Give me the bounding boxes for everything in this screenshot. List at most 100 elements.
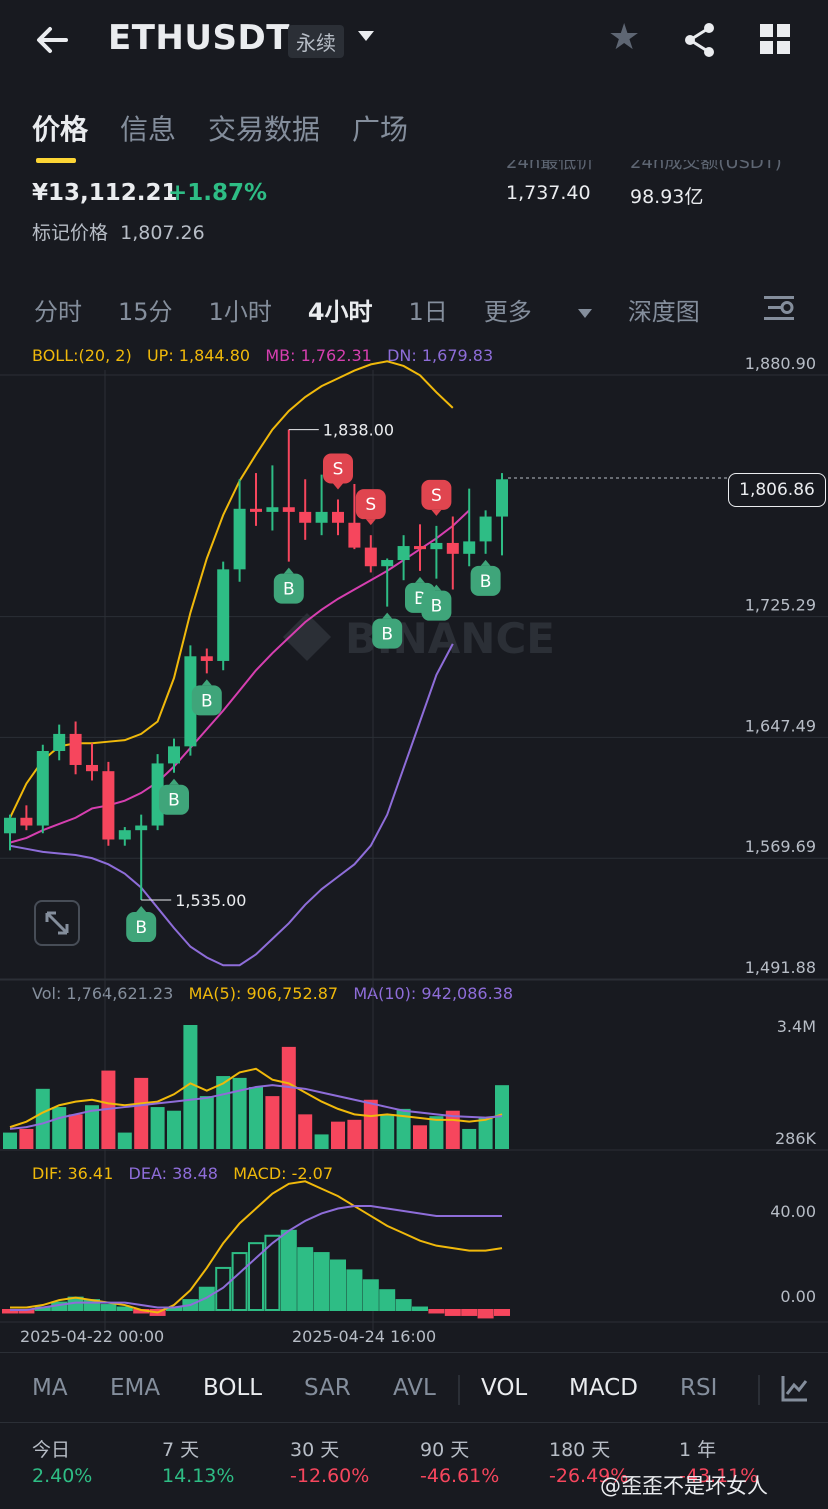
macd-hist-bar [297,1247,314,1311]
stat-low-label: 24h最低价 [506,160,595,173]
stat-low-value: 1,737.40 [506,182,591,204]
favorite-star-icon[interactable]: ★ [608,17,641,58]
signal-label: B [480,572,492,592]
candle-body [217,569,230,661]
candle-body [381,560,394,567]
perf-value-today: 2.40% [32,1465,93,1487]
signal-pointer [431,509,442,516]
signal-pointer [333,483,343,490]
signal-pointer [201,679,212,686]
symbol-dropdown-icon[interactable] [358,31,374,41]
candle-body [250,508,262,512]
indicator-boll[interactable]: BOLL [203,1375,263,1401]
interval-selector: 分时 15分 1小时 4小时 1日 更多 深度图 [34,292,736,327]
interval-4h[interactable]: 4小时 [307,298,373,326]
depth-chart-tab[interactable]: 深度图 [627,298,700,326]
interval-15m[interactable]: 15分 [118,298,173,326]
macd-hist-bar [116,1306,133,1312]
mark-price: 标记价格 1,807.26 [32,218,205,245]
volume-bar [167,1110,181,1149]
vol-ma10-line [9,1084,503,1130]
candle-body [118,830,131,840]
candle-body [463,541,476,554]
perf-label-30d: 30 天 [290,1439,340,1461]
macd-legend: DIF: 36.41 DEA: 38.48 MACD: -2.07 [32,1164,333,1183]
candle-body [299,511,312,523]
indicator-macd[interactable]: MACD [569,1375,638,1401]
vol-axis-label: 286K [775,1129,817,1148]
interval-more-label: 更多 [483,298,532,326]
signal-badge [421,590,452,621]
signal-badge [323,453,353,484]
indicator-avl[interactable]: AVL [393,1375,436,1401]
signal-pointer [415,576,425,583]
macd-hist-bar [362,1279,379,1311]
interval-1h[interactable]: 1小时 [208,298,272,326]
macd-hist-bar [428,1309,445,1314]
interval-more[interactable]: 更多 [484,292,592,327]
volume-bar [265,1096,280,1149]
candle-body [53,733,66,751]
symbol-title[interactable]: ETHUSDT [108,18,290,58]
indicator-settings-icon[interactable] [780,1373,810,1403]
indicator-ma[interactable]: MA [32,1375,68,1401]
signal-pointer [169,778,179,785]
signal-pointer [365,519,376,526]
candle-body [200,656,213,661]
perf-label-90d: 90 天 [420,1439,470,1461]
volume-bar [314,1134,329,1149]
tab-trading-data[interactable]: 交易数据 [208,113,321,146]
tab-square[interactable]: 广场 [352,113,409,146]
volume-bar [3,1132,17,1149]
boll-mb-line [9,509,470,844]
fullscreen-expand-icon[interactable] [34,900,80,946]
signal-label: B [414,589,426,609]
perf-label-180d: 180 天 [549,1439,611,1461]
macd-hist-bar [248,1242,264,1311]
indicator-vol[interactable]: VOL [481,1375,528,1401]
candle-body [315,511,328,523]
vol-axis-label: 3.4M [777,1017,816,1036]
signal-label: B [201,691,213,711]
kline-chart[interactable]: BINANCE1,880.901,725.291,647.491,569.691… [0,340,828,1352]
perf-label-1y: 1 年 [679,1439,717,1461]
signal-pointer [283,567,294,574]
volume-bar [462,1128,477,1149]
signal-badge [421,479,452,510]
tab-info[interactable]: 信息 [120,113,177,146]
share-icon[interactable] [682,20,718,60]
signal-label: B [431,597,443,617]
chart-settings-icon[interactable] [764,294,794,322]
signal-label: B [135,918,147,938]
boll-dn-line [9,643,454,967]
price-axis-label: 1,647.49 [745,716,816,735]
vol-ma5-line [9,1067,503,1129]
indicator-rsi[interactable]: RSI [680,1375,718,1401]
grid-menu-icon[interactable] [760,24,790,54]
candle-body [69,733,82,765]
macd-hist-bar [461,1309,478,1316]
volume-bar [216,1076,231,1149]
vol-legend-ma10: MA(10): 942,086.38 [353,984,514,1003]
indicator-ema[interactable]: EMA [110,1375,161,1401]
candle-body [266,507,279,512]
signal-label: B [381,625,393,645]
macd-hist-bar [346,1269,363,1312]
volume-bar [68,1114,83,1149]
back-arrow-icon[interactable] [30,18,78,62]
macd-hist-bar [330,1259,346,1311]
interval-timeline[interactable]: 分时 [34,298,82,326]
boll-legend-mb: MB: 1,762.31 [265,346,372,365]
signal-badge [191,685,222,716]
indicator-sar[interactable]: SAR [304,1375,351,1401]
indicator-divider-2 [758,1375,760,1405]
candle-body [233,508,246,570]
candle-body [36,750,49,826]
tab-price[interactable]: 价格 [32,113,89,146]
volume-bar [363,1099,378,1149]
signal-badge [159,784,189,815]
candle-body [184,656,197,747]
price-change-pct: +1.87% [168,180,268,206]
interval-1d[interactable]: 1日 [408,298,448,326]
binance-logo-icon [282,612,332,662]
